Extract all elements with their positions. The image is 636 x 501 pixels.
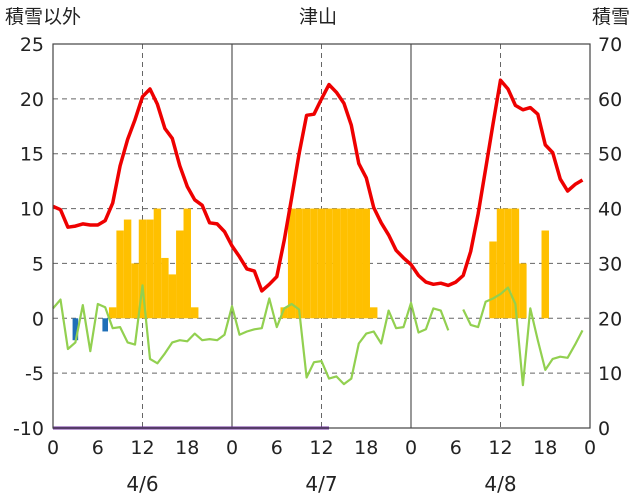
precip-bar	[504, 208, 512, 319]
x-tick-label: 12	[309, 437, 333, 459]
y2-tick-label: 20	[598, 308, 622, 330]
y-tick-label: 25	[20, 34, 44, 56]
precip-bar	[190, 307, 199, 319]
x-tick-label: 12	[130, 437, 154, 459]
precip-bar	[347, 208, 356, 319]
precip-bar	[131, 263, 139, 319]
x-tick-label: 0	[584, 437, 596, 459]
temperature-line	[52, 78, 584, 293]
precip-bar	[153, 208, 162, 319]
precip-bar	[355, 208, 363, 319]
precip-bar	[302, 208, 311, 319]
x-tick-label: 0	[47, 437, 59, 459]
x-tick-label: 6	[450, 437, 462, 459]
y2-tick-label: 60	[598, 89, 622, 111]
precip-bar	[123, 219, 132, 319]
y2-tick-label: 30	[598, 253, 622, 275]
x-tick-label: 6	[271, 437, 283, 459]
precip-bar	[489, 241, 497, 319]
label-layer: 積雪以外 津山 積雪 -10-5051015202501020304050607…	[5, 6, 630, 496]
right-axis-title: 積雪	[592, 6, 630, 28]
date-label: 4/7	[305, 472, 337, 496]
precip-bar	[317, 208, 326, 319]
precip-bar	[168, 274, 177, 319]
y-tick-label: -5	[25, 363, 44, 385]
x-tick-label: 12	[488, 437, 512, 459]
precip-bar	[138, 219, 147, 319]
y-tick-label: -10	[13, 418, 44, 440]
negative-bar	[102, 318, 109, 332]
bar-layer	[72, 208, 549, 341]
date-label: 4/6	[126, 472, 158, 496]
y2-tick-label: 70	[598, 34, 622, 56]
x-tick-label: 18	[533, 437, 557, 459]
chart-title: 津山	[299, 6, 337, 28]
precip-bar	[310, 208, 318, 319]
negative-bar	[72, 318, 79, 341]
precip-bar	[511, 208, 520, 319]
left-axis-title: 積雪以外	[5, 6, 81, 28]
precip-bar	[183, 208, 191, 319]
precip-bar	[541, 230, 549, 319]
x-tick-label: 0	[405, 437, 417, 459]
dewpoint-line	[462, 286, 584, 387]
precip-bar	[116, 230, 124, 319]
precip-bar	[108, 307, 117, 319]
date-label: 4/8	[484, 472, 516, 496]
x-tick-label: 18	[175, 437, 199, 459]
x-tick-label: 0	[226, 437, 238, 459]
precip-bar	[287, 208, 296, 319]
y-tick-label: 20	[20, 89, 44, 111]
precip-bar	[340, 208, 348, 319]
y-tick-label: 0	[32, 308, 44, 330]
y-tick-label: 15	[20, 144, 44, 166]
x-tick-label: 18	[354, 437, 378, 459]
y-tick-label: 10	[20, 199, 44, 221]
y2-tick-label: 50	[598, 144, 622, 166]
precip-bar	[332, 208, 341, 319]
y2-tick-label: 40	[598, 199, 622, 221]
precip-bar	[176, 230, 184, 319]
precip-bar	[496, 208, 505, 319]
precip-bar	[519, 263, 527, 319]
x-tick-label: 6	[92, 437, 104, 459]
precip-bar	[362, 208, 370, 319]
y-tick-label: 5	[32, 253, 44, 275]
precip-bar	[280, 307, 288, 319]
axis-layer	[52, 43, 591, 429]
precip-bar	[161, 257, 169, 319]
precip-bar	[325, 208, 333, 319]
precip-bar	[369, 307, 378, 319]
precip-bar	[146, 219, 154, 319]
y2-tick-label: 0	[598, 418, 610, 440]
plot-frame	[52, 43, 591, 429]
precip-bar	[295, 208, 303, 319]
dewpoint-line	[52, 284, 450, 386]
y2-tick-label: 10	[598, 363, 622, 385]
